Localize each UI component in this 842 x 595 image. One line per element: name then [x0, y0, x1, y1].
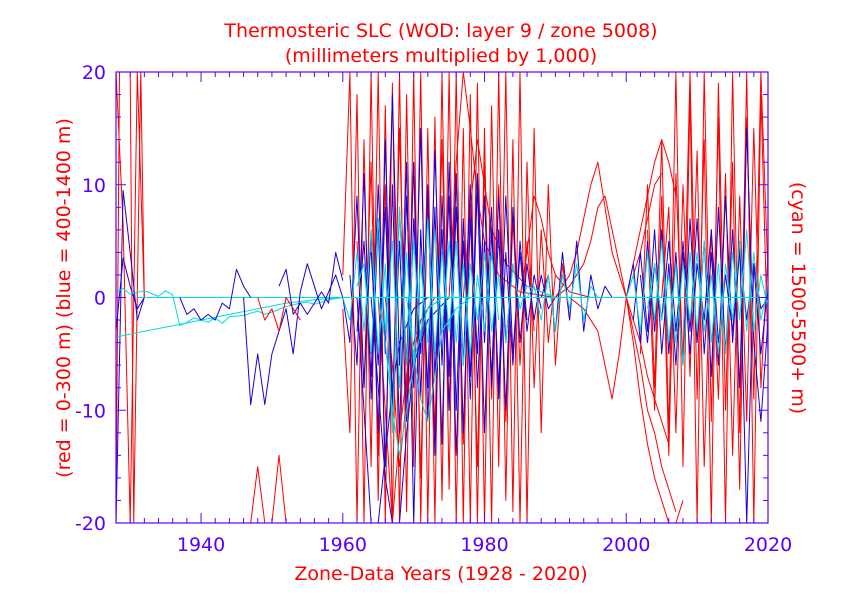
y-tick-label: 10: [82, 175, 106, 197]
series-line-blue-8: [179, 268, 252, 321]
series-line-blue-32: [342, 139, 556, 456]
series-line-cyan-43: [356, 218, 500, 389]
series-line-red-12: [257, 297, 301, 332]
series-line-cyan-44: [377, 297, 443, 456]
y-tick-label: -10: [75, 400, 106, 422]
x-tick-label: 1940: [177, 534, 225, 556]
series-line-blue-33: [349, 127, 542, 468]
ticks-layer: [116, 71, 769, 524]
series-line-red-29: [639, 72, 768, 523]
y-axis-label-red: (red = 0-300 m): [53, 324, 75, 478]
series-line-red-2: [116, 72, 145, 523]
tick-labels-layer: 1940 1960 1980 2000 2020 -20 -10 0 10 20: [75, 62, 792, 556]
series-line-red-20: [519, 195, 591, 298]
series-line-red-23: [569, 297, 627, 400]
y-tick-label: 0: [94, 288, 106, 310]
series-line-blue-4: [116, 257, 145, 332]
series-line-red-17: [384, 297, 436, 468]
series-line-blue-3: [116, 189, 145, 523]
x-tick-label: 1960: [319, 534, 367, 556]
series-line-blue-10: [278, 251, 344, 315]
series-line-red-24: [625, 297, 684, 523]
y-tick-label: -20: [75, 513, 106, 535]
x-tick-label: 1980: [460, 534, 508, 556]
series-line-blue-37: [370, 297, 450, 523]
series-line-red-14: [342, 72, 556, 523]
series-line-blue-34: [356, 94, 528, 523]
series-line-red-27: [625, 139, 677, 298]
x-tick-label: 2000: [602, 534, 650, 556]
series-line-red-13: [342, 72, 571, 523]
x-axis-label: Zone-Data Years (1928 - 2020): [294, 563, 587, 585]
series-line-cyan-48: [647, 240, 768, 355]
series-line-cyan-6: [116, 297, 343, 338]
series-line-red-21: [554, 161, 627, 298]
series-line-cyan-46: [526, 263, 599, 332]
y-axis-label-blue: (blue = 400-1400 m): [53, 118, 75, 318]
series-line-red-11: [250, 454, 294, 523]
chart-title-line-2: (millimeters multiplied by 1,000): [285, 45, 597, 67]
y-axis-label-left: (red = 0-300 m) (blue = 400-1400 m): [53, 118, 75, 478]
y-tick-label: 20: [82, 62, 106, 84]
series-line-cyan-45: [406, 297, 471, 422]
series-line-blue-9: [243, 263, 344, 406]
chart-title-line-1: Thermosteric SLC (WOD: layer 9 / zone 50…: [223, 20, 657, 42]
series-layer: [116, 72, 768, 523]
series-line-cyan-47: [625, 229, 768, 366]
y-axis-label-right: (cyan = 1500-5500+ m): [787, 182, 809, 414]
series-line-red-26: [625, 297, 670, 445]
series-line-red-25: [625, 297, 677, 512]
x-tick-label: 2020: [744, 534, 792, 556]
